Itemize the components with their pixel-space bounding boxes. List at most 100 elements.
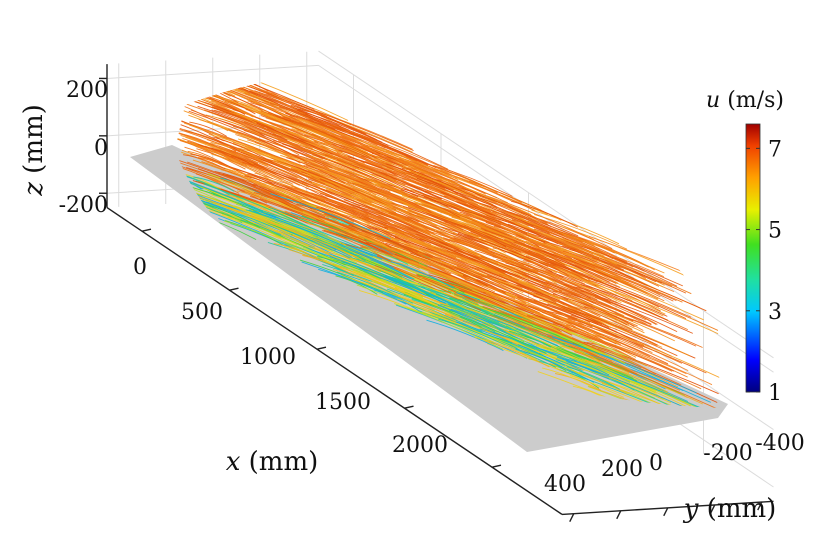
- streamline: [301, 215, 428, 268]
- streamline: [552, 305, 678, 357]
- y-tick-label: 400: [544, 472, 586, 497]
- streamline: [544, 269, 669, 321]
- streamline: [543, 310, 593, 328]
- streamline: [415, 233, 509, 274]
- streamline: [306, 160, 429, 212]
- streamline: [261, 194, 303, 212]
- streamline: [275, 229, 329, 254]
- streamline: [279, 128, 343, 154]
- streamline: [573, 286, 612, 300]
- streamline: [244, 175, 321, 205]
- streamline: [280, 114, 389, 160]
- streamline: [577, 367, 664, 400]
- y-tick: [616, 510, 622, 520]
- x-tick-label: 1500: [315, 390, 371, 415]
- streamline: [187, 161, 302, 209]
- streamline: [523, 259, 581, 284]
- streamline: [546, 333, 684, 392]
- streamline: [580, 284, 668, 317]
- streamline: [572, 326, 713, 386]
- streamline: [425, 229, 539, 273]
- streamline: [572, 349, 680, 391]
- streamline: [569, 271, 660, 308]
- streamline: [237, 138, 367, 189]
- x-axis: 0 500 1000 1500 2000 x (mm): [133, 228, 502, 477]
- streamline: [456, 238, 495, 255]
- streamline: [242, 161, 329, 200]
- streamline: [439, 303, 516, 333]
- streamline: [589, 386, 720, 408]
- streamline: [206, 201, 333, 255]
- streamline: [228, 111, 293, 138]
- streamline: [326, 251, 411, 284]
- colorbar-tick-label: 5: [768, 219, 782, 244]
- streamline: [470, 231, 598, 283]
- streamline: [493, 310, 561, 337]
- streamline: [356, 220, 452, 257]
- streamline: [531, 209, 620, 245]
- streamline: [175, 169, 287, 222]
- streamline: [513, 241, 566, 266]
- x-tick-label: 1000: [240, 345, 296, 370]
- streamline: [245, 145, 371, 194]
- streamline: [440, 279, 578, 334]
- streamline: [415, 159, 522, 204]
- streamline: [250, 102, 314, 129]
- streamline: [195, 144, 300, 186]
- streamline: [545, 281, 647, 325]
- x-axis-label: x (mm): [226, 447, 319, 477]
- streamline: [337, 135, 376, 154]
- streamline: [510, 272, 625, 317]
- y-tick-label: 200: [601, 457, 643, 482]
- streamline: [513, 299, 619, 345]
- streamline: [396, 162, 450, 185]
- colorbar-tick-label: 3: [768, 300, 782, 325]
- streamline: [195, 146, 276, 178]
- y-tick-label: -400: [755, 431, 804, 456]
- streamline: [536, 293, 647, 341]
- streamline: [241, 205, 383, 260]
- z-tick-label: 200: [66, 78, 108, 103]
- streamline: [321, 230, 385, 258]
- streamline: [290, 104, 377, 141]
- streamline: [390, 211, 489, 250]
- y-tick-label: -200: [703, 441, 752, 466]
- streamline: [371, 280, 459, 319]
- streamline: [210, 93, 333, 145]
- streamline: [411, 297, 547, 354]
- streamline: [441, 226, 549, 268]
- streamline: [533, 295, 610, 328]
- streamline: [554, 260, 704, 321]
- streamline: [595, 296, 657, 325]
- colorbar-tick-label: 1: [768, 381, 782, 406]
- streamline: [584, 352, 711, 403]
- streamline: [374, 265, 482, 311]
- streamline: [354, 194, 458, 235]
- streamline: [273, 243, 319, 259]
- streamline: [417, 309, 556, 368]
- streamline: [555, 338, 632, 371]
- streamline: [302, 254, 352, 274]
- streamline: [302, 117, 418, 162]
- streamline: [557, 368, 700, 408]
- streamline: [586, 328, 689, 372]
- streamline: [245, 108, 321, 138]
- z-tick-label: 0: [94, 136, 108, 161]
- streamline: [562, 357, 610, 376]
- streamline: [551, 290, 593, 306]
- streamline: [482, 305, 606, 354]
- streamline: [247, 178, 347, 217]
- streamline: [573, 258, 707, 312]
- streamline: [597, 347, 702, 390]
- streamline: [297, 139, 419, 188]
- x-tick-label: 2000: [392, 433, 448, 458]
- streamline: [226, 207, 358, 258]
- streamline: [187, 70, 242, 86]
- streamline: [274, 137, 359, 169]
- streamline: [376, 255, 514, 314]
- streamline: [190, 200, 330, 255]
- streamline: [584, 258, 675, 293]
- streamline: [407, 166, 482, 200]
- streamline: [245, 204, 378, 256]
- streamline: [257, 110, 395, 166]
